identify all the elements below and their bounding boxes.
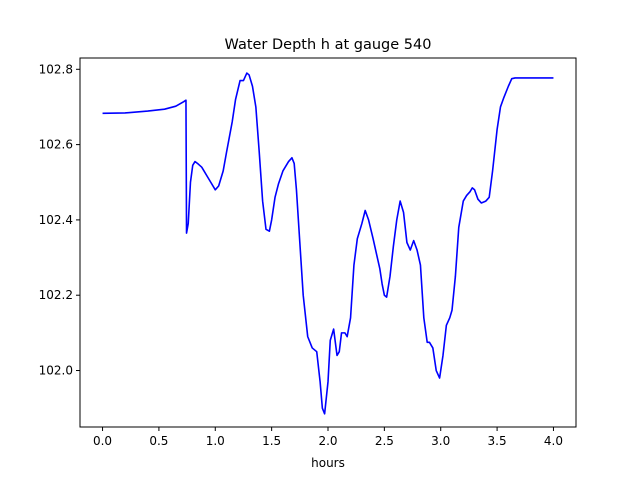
y-axis-ticks: 102.0 102.2 102.4 102.6 102.8 xyxy=(39,62,80,378)
x-tick-label: 1.5 xyxy=(262,434,281,448)
y-tick-label: 102.6 xyxy=(39,138,73,152)
y-tick-label: 102.4 xyxy=(39,213,73,227)
x-tick-label: 0.0 xyxy=(93,434,112,448)
x-tick-label: 3.5 xyxy=(488,434,507,448)
x-tick-label: 3.0 xyxy=(431,434,450,448)
x-tick-label: 2.5 xyxy=(375,434,394,448)
x-tick-label: 2.0 xyxy=(318,434,337,448)
y-tick-label: 102.2 xyxy=(39,288,73,302)
x-tick-label: 1.0 xyxy=(206,434,225,448)
x-tick-label: 0.5 xyxy=(149,434,168,448)
y-tick-label: 102.8 xyxy=(39,62,73,76)
x-tick-label: 4.0 xyxy=(544,434,563,448)
x-axis-label: hours xyxy=(311,456,345,470)
series-line xyxy=(102,72,554,415)
x-axis-ticks: 0.0 0.5 1.0 1.5 2.0 2.5 3.0 3.5 4.0 xyxy=(93,427,563,448)
y-tick-label: 102.0 xyxy=(39,364,73,378)
chart-title: Water Depth h at gauge 540 xyxy=(225,37,432,53)
